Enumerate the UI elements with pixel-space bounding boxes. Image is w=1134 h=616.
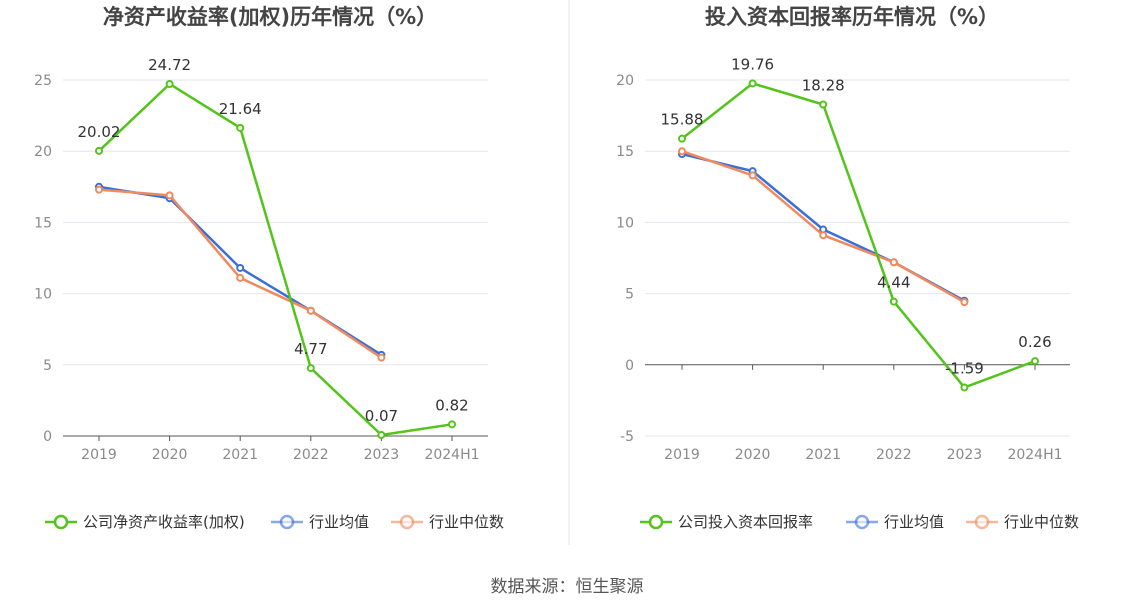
data-point — [678, 147, 686, 156]
data-point — [889, 297, 898, 306]
legend-item: 公司净资产收益率(加权) — [45, 513, 245, 531]
x-tick-label: 2022 — [293, 447, 329, 463]
legend-marker — [854, 514, 870, 530]
y-tick-label: 10 — [34, 287, 52, 303]
x-tick-label: 2024H1 — [424, 447, 479, 463]
chart-title: 净资产收益率(加权)历年情况（%） — [103, 5, 437, 29]
x-tick-label: 2019 — [81, 447, 117, 463]
legend-item: 行业中位数 — [391, 513, 504, 531]
series-line — [98, 82, 453, 437]
legend-label: 公司净资产收益率(加权) — [83, 513, 245, 531]
legend-label: 行业中位数 — [429, 513, 504, 531]
x-tick-label: 2020 — [735, 447, 771, 463]
y-tick-label: -5 — [620, 429, 634, 445]
legend-label: 行业均值 — [309, 513, 369, 531]
legend-marker — [648, 514, 664, 530]
data-label: 4.44 — [877, 274, 910, 292]
x-tick-label: 2020 — [152, 447, 188, 463]
legend-item: 行业中位数 — [966, 513, 1079, 531]
data-point — [95, 146, 103, 155]
legend-marker — [974, 514, 990, 530]
x-tick-label: 2024H1 — [1007, 447, 1062, 463]
x-tick-label: 2019 — [664, 447, 700, 463]
y-tick-label: 10 — [616, 215, 634, 231]
data-point — [377, 353, 386, 362]
data-point — [819, 231, 828, 240]
data-label: 0.07 — [365, 407, 398, 425]
x-tick-label: 2023 — [364, 447, 400, 463]
legend-item: 行业均值 — [271, 513, 369, 531]
data-label: 0.26 — [1018, 333, 1051, 351]
data-point — [678, 134, 686, 143]
y-tick-label: 25 — [34, 73, 52, 89]
legend-marker — [399, 514, 415, 530]
data-label: 19.76 — [731, 55, 774, 73]
data-point — [748, 79, 757, 88]
data-point — [960, 298, 969, 307]
data-label: 4.77 — [294, 340, 327, 358]
data-point — [236, 123, 245, 132]
data-point — [748, 171, 757, 180]
data-point — [236, 263, 245, 272]
data-point — [448, 420, 456, 429]
legend-marker — [279, 514, 295, 530]
legend-marker — [53, 514, 69, 530]
data-point — [165, 191, 174, 200]
x-tick-label: 2021 — [222, 447, 258, 463]
data-point — [889, 258, 898, 267]
series-line — [98, 188, 383, 359]
y-tick-label: 20 — [616, 73, 634, 89]
y-tick-label: 0 — [43, 429, 52, 445]
data-label: 24.72 — [148, 56, 191, 74]
x-tick-label: 2022 — [876, 447, 912, 463]
y-tick-label: 15 — [616, 144, 634, 160]
data-label: 15.88 — [661, 111, 704, 129]
data-point — [236, 273, 245, 282]
y-tick-label: 15 — [34, 215, 52, 231]
data-label: 0.82 — [435, 396, 468, 414]
legend-item: 行业均值 — [846, 513, 944, 531]
chart-title: 投入资本回报率历年情况（%） — [705, 5, 999, 29]
y-tick-label: 20 — [34, 144, 52, 160]
data-point — [95, 185, 103, 194]
y-tick-label: 0 — [625, 358, 634, 374]
roic-chart: 投入资本回报率历年情况（%） -5 0 5 10 15 20 2019 2020 2021 2022… — [616, 5, 1079, 531]
data-label: 21.64 — [219, 100, 262, 118]
legend-label: 公司投入资本回报率 — [678, 513, 813, 531]
data-point — [165, 79, 174, 88]
data-point — [377, 431, 386, 440]
data-point — [306, 306, 315, 315]
roe-chart: 净资产收益率(加权)历年情况（%） 0 5 10 15 20 25 2019 2020 2021 2… — [34, 5, 504, 531]
legend-label: 行业均值 — [884, 513, 944, 531]
data-label: -1.59 — [945, 359, 984, 377]
data-label: 18.28 — [802, 76, 845, 94]
legend-label: 行业中位数 — [1004, 513, 1079, 531]
series-line — [681, 82, 1036, 389]
legend-item: 公司投入资本回报率 — [640, 513, 813, 531]
data-point — [306, 364, 315, 373]
data-label: 20.02 — [78, 123, 121, 141]
data-point — [960, 383, 969, 392]
data-point — [1031, 357, 1039, 366]
x-tick-label: 2021 — [805, 447, 841, 463]
y-tick-label: 5 — [625, 287, 634, 303]
x-tick-label: 2023 — [947, 447, 983, 463]
y-tick-label: 5 — [43, 358, 52, 374]
data-point — [819, 100, 828, 109]
source-text: 数据来源：恒生聚源 — [491, 577, 644, 597]
